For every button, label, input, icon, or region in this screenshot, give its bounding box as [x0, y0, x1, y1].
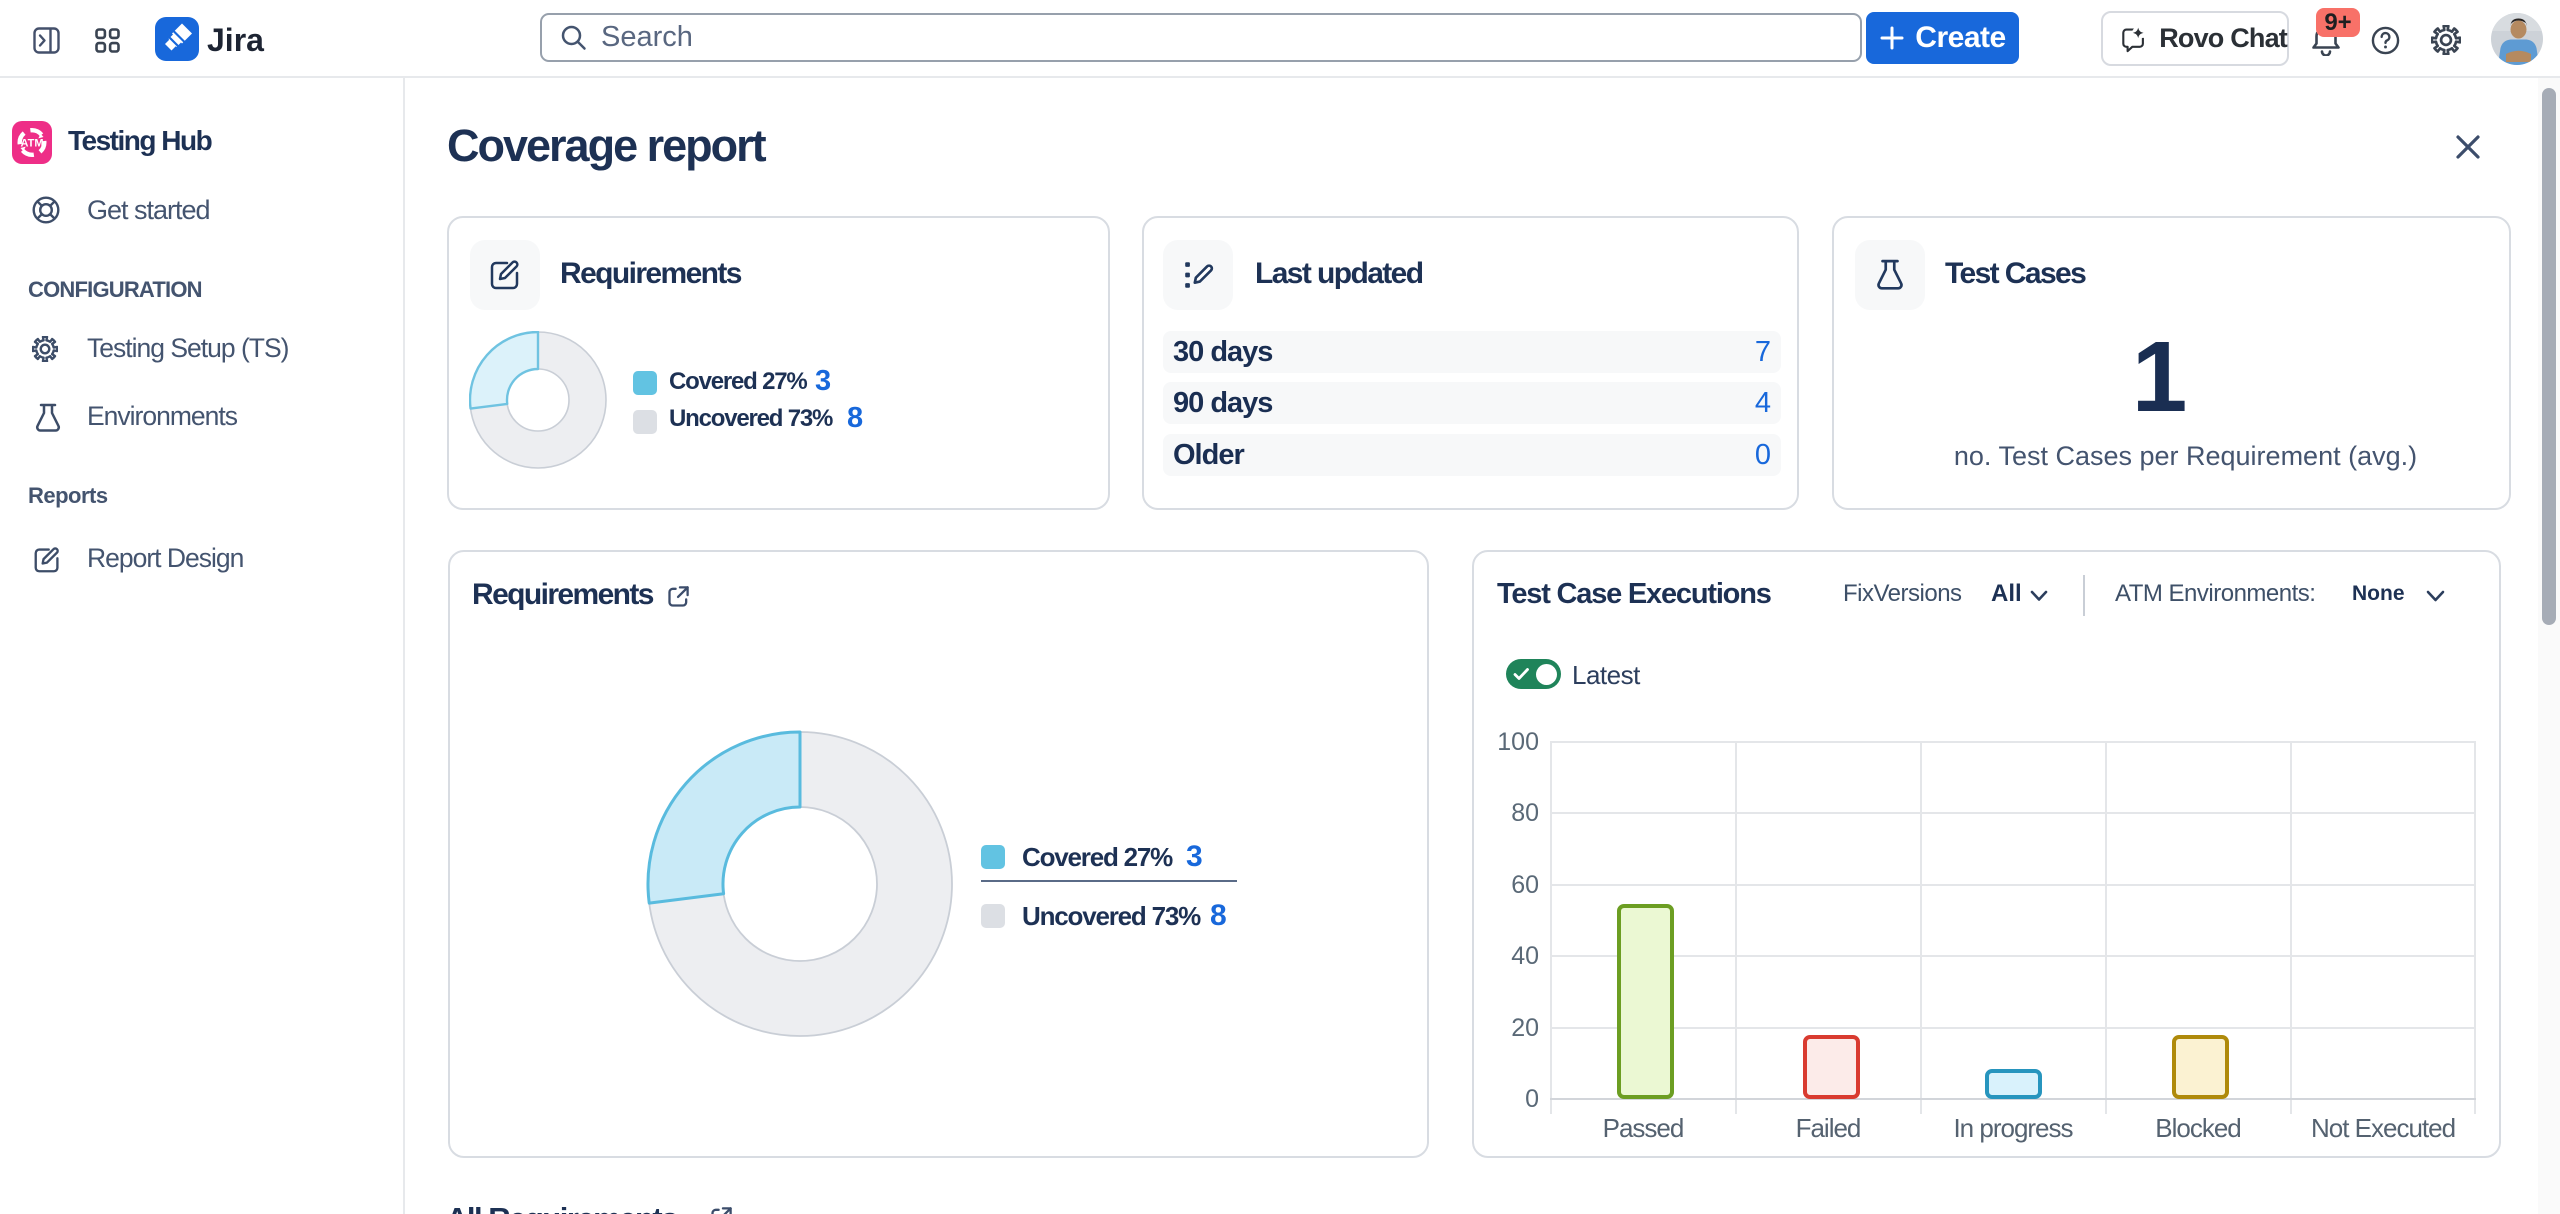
svg-text:ATM: ATM: [20, 138, 43, 150]
